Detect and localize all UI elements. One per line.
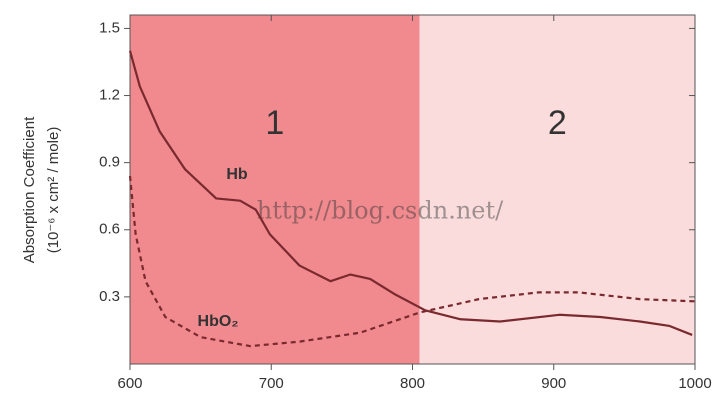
series-label: HbO₂ [198, 313, 239, 330]
region-label: 2 [548, 104, 567, 142]
y-tick-label: 1.5 [99, 19, 120, 36]
x-tick-label: 1000 [678, 375, 711, 392]
y-axis-label: (10⁻⁶ x cm² / mole) [45, 127, 62, 254]
series-label: Hb [226, 166, 248, 183]
region-label: 1 [265, 104, 284, 142]
region [130, 15, 420, 364]
region [419, 15, 695, 364]
x-tick-label: 600 [117, 375, 142, 392]
y-axis-label: Absorption Coefficient [21, 116, 38, 263]
series-line [128, 175, 696, 348]
watermark: http://blog.csdn.net/ [257, 197, 504, 225]
x-tick-label: 700 [259, 375, 284, 392]
y-tick-label: 0.6 [99, 221, 120, 238]
y-tick-label: 1.2 [99, 87, 120, 104]
x-tick-label: 800 [400, 375, 425, 392]
series-line [128, 50, 693, 336]
y-tick-label: 0.9 [99, 154, 120, 171]
x-tick-label: 900 [541, 375, 566, 392]
y-tick-label: 0.3 [99, 288, 120, 305]
